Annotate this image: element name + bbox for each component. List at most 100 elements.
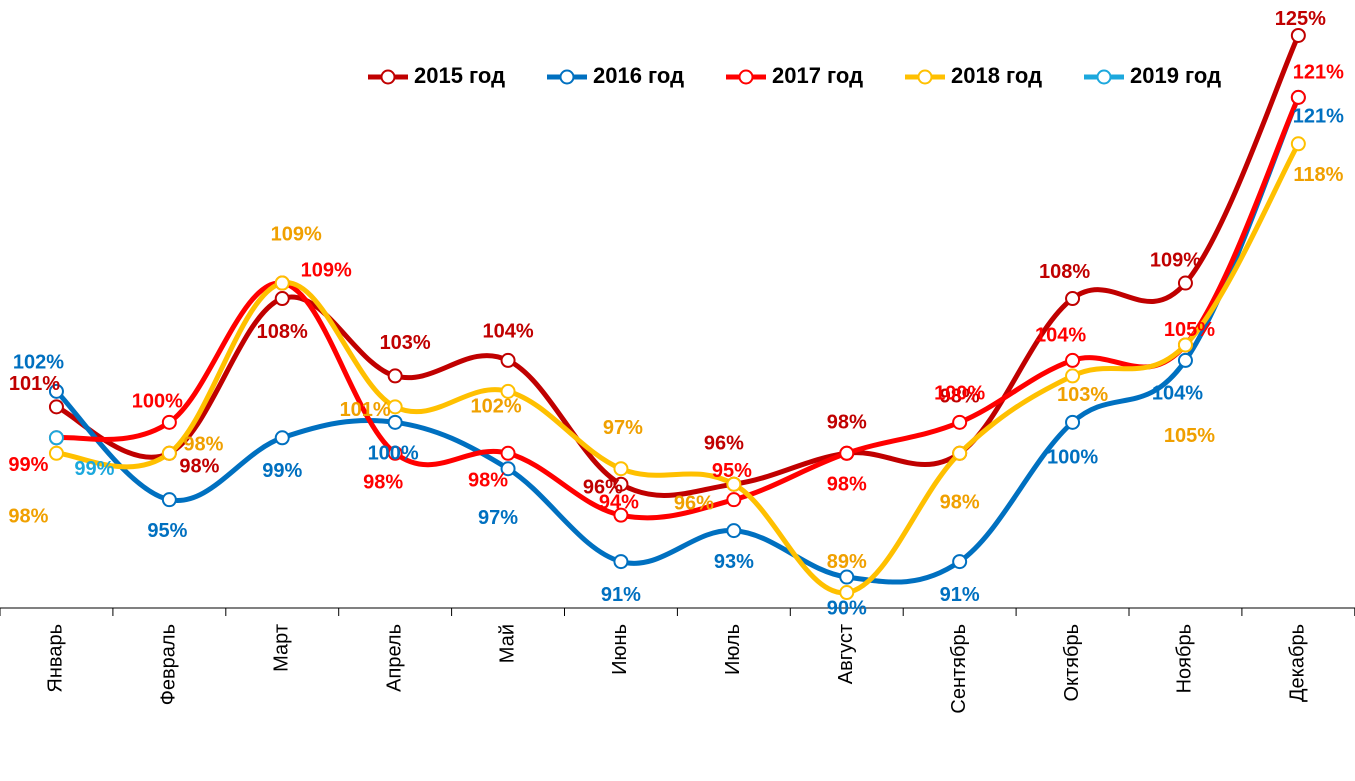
data-point xyxy=(274,275,290,291)
data-label: 109% xyxy=(1150,249,1201,271)
x-tick-label: Май xyxy=(496,624,518,663)
data-label: 97% xyxy=(603,417,643,439)
legend-swatch-marker xyxy=(738,69,754,85)
x-tick-label: Февраль xyxy=(158,624,180,705)
data-label: 100% xyxy=(368,443,419,465)
data-point xyxy=(1290,89,1306,105)
data-point xyxy=(1065,414,1081,430)
data-point xyxy=(839,585,855,601)
series-line xyxy=(53,94,1301,585)
data-point xyxy=(274,430,290,446)
x-tick-label: Июль xyxy=(722,624,744,675)
x-tick-label: Март xyxy=(271,624,293,672)
data-label: 109% xyxy=(271,223,322,245)
data-label: 103% xyxy=(1057,384,1108,406)
data-point xyxy=(500,461,516,477)
data-label: 93% xyxy=(714,551,754,573)
data-label: 118% xyxy=(1293,164,1343,186)
data-label: 97% xyxy=(478,507,518,529)
data-label: 91% xyxy=(601,584,641,606)
legend-swatch-marker xyxy=(380,69,396,85)
data-point xyxy=(613,507,629,523)
data-label: 99% xyxy=(262,460,302,482)
legend-label: 2016 год xyxy=(593,63,684,88)
data-label: 98% xyxy=(827,412,867,434)
data-point xyxy=(161,414,177,430)
data-label: 91% xyxy=(940,584,980,606)
data-point xyxy=(952,445,968,461)
x-tick-label: Сентябрь xyxy=(948,624,970,714)
data-label: 108% xyxy=(1039,261,1090,283)
data-point xyxy=(1065,291,1081,307)
data-label: 96% xyxy=(704,432,744,454)
data-point xyxy=(48,383,64,399)
legend: 2015 год 2016 год 2017 год 2018 год 2019 год xyxy=(368,63,1221,88)
data-point xyxy=(952,554,968,570)
data-point xyxy=(1290,27,1306,43)
data-point xyxy=(48,399,64,415)
data-label: 90% xyxy=(827,597,867,619)
data-point xyxy=(726,476,742,492)
data-label: 98% xyxy=(827,474,867,496)
x-tick-label: Апрель xyxy=(383,624,405,692)
legend-label: 2015 год xyxy=(414,63,505,88)
data-point xyxy=(952,414,968,430)
data-label: 95% xyxy=(147,520,187,542)
data-label: 98% xyxy=(8,506,48,528)
data-label: 121% xyxy=(1293,62,1344,84)
series-line xyxy=(53,141,1301,596)
series-line xyxy=(53,94,1301,521)
data-point xyxy=(161,492,177,508)
data-point xyxy=(274,291,290,307)
data-point xyxy=(839,445,855,461)
data-point xyxy=(387,414,403,430)
data-point xyxy=(726,492,742,508)
data-label: 96% xyxy=(674,492,714,514)
data-label: 99% xyxy=(8,454,48,476)
data-point xyxy=(1065,352,1081,368)
data-label: 104% xyxy=(1035,325,1086,347)
data-label: 102% xyxy=(470,396,521,418)
x-tick-label: Август xyxy=(835,624,857,684)
data-label: 98% xyxy=(183,434,223,456)
data-point xyxy=(387,368,403,384)
data-point xyxy=(161,445,177,461)
x-tick-label: Июнь xyxy=(609,624,631,675)
data-label: 98% xyxy=(468,470,508,492)
data-labels: 101%98%108%103%104%96%96%98%98%108%109%1… xyxy=(8,8,1344,620)
data-point xyxy=(1177,352,1193,368)
legend-item: 2016 год xyxy=(547,63,684,88)
x-tick-label: Октябрь xyxy=(1061,624,1083,702)
legend-item: 2019 год xyxy=(1084,63,1221,88)
data-label: 101% xyxy=(340,399,391,421)
data-point xyxy=(613,476,629,492)
x-tick-label: Январь xyxy=(45,624,67,693)
series-lines xyxy=(53,32,1301,596)
data-label: 109% xyxy=(301,259,352,281)
data-label: 100% xyxy=(132,391,183,413)
data-point xyxy=(1290,136,1306,152)
data-label: 98% xyxy=(940,386,980,408)
data-label: 103% xyxy=(380,332,431,354)
data-point xyxy=(613,554,629,570)
data-label: 99% xyxy=(74,458,114,480)
data-label: 98% xyxy=(363,472,403,494)
data-label: 100% xyxy=(1047,447,1098,469)
data-label: 125% xyxy=(1275,8,1326,30)
data-point xyxy=(500,445,516,461)
data-point xyxy=(48,445,64,461)
data-label: 104% xyxy=(482,321,533,343)
x-tick-label: Декабрь xyxy=(1287,624,1309,702)
data-point xyxy=(613,461,629,477)
data-label: 98% xyxy=(179,456,219,478)
legend-swatch-marker xyxy=(1096,69,1112,85)
legend-swatch-marker xyxy=(917,69,933,85)
data-label: 108% xyxy=(257,321,308,343)
data-point xyxy=(726,523,742,539)
data-label: 121% xyxy=(1293,106,1344,128)
data-label: 105% xyxy=(1164,319,1215,341)
data-point xyxy=(1177,275,1193,291)
data-point xyxy=(48,430,64,446)
legend-label: 2019 год xyxy=(1130,63,1221,88)
